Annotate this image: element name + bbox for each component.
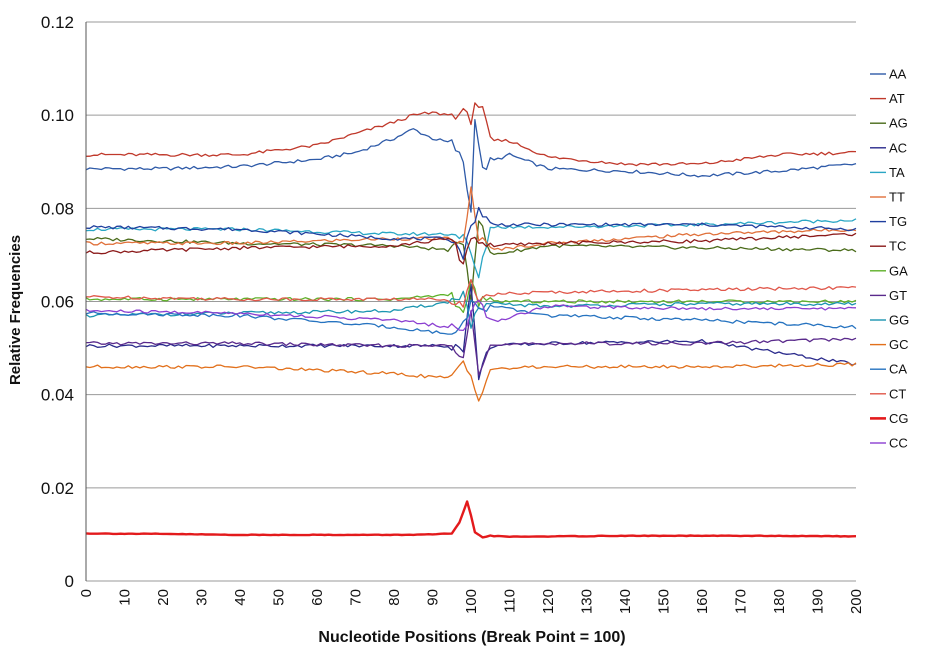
x-tick-label: 80 [386, 589, 403, 606]
legend-label-gt: GT [889, 288, 907, 303]
x-tick-label: 140 [617, 589, 634, 614]
series-line-tc [85, 232, 857, 265]
series-line-ct [85, 278, 857, 308]
series-line-cg [85, 500, 857, 539]
legend-label-ag: AG [889, 116, 908, 131]
y-tick-label: 0.04 [41, 386, 74, 405]
y-tick-label: 0.12 [41, 13, 74, 32]
x-tick-label: 180 [771, 589, 788, 614]
x-axis-title: Nucleotide Positions (Break Point = 100) [318, 629, 625, 646]
legend-label-ct: CT [889, 386, 906, 401]
x-tick-label: 70 [348, 589, 365, 606]
y-tick-label: 0 [65, 572, 74, 591]
x-tick-label: 170 [733, 589, 750, 614]
legend-label-ca: CA [889, 362, 907, 377]
legend-label-tt: TT [889, 190, 905, 205]
legend-label-gc: GC [889, 337, 909, 352]
x-tick-label: 30 [194, 589, 211, 606]
legend-label-ac: AC [889, 140, 907, 155]
x-tick-label: 20 [155, 589, 172, 606]
x-tick-label: 50 [271, 589, 288, 606]
x-tick-label: 120 [540, 589, 557, 614]
x-tick-label: 160 [694, 589, 711, 614]
series-line-gc [85, 360, 857, 402]
legend-label-ga: GA [889, 263, 908, 278]
legend-label-gg: GG [889, 313, 909, 328]
series-line-at [85, 102, 857, 167]
legend-label-tc: TC [889, 239, 906, 254]
series-line-ca [85, 299, 857, 335]
legend-label-at: AT [889, 91, 905, 106]
x-tick-label: 60 [309, 589, 326, 606]
series-line-cc [85, 299, 857, 332]
y-axis-title: Relative Frequencies [7, 235, 24, 385]
series-line-tt [85, 186, 857, 251]
series-line-tg [85, 206, 857, 260]
x-tick-label: 130 [579, 589, 596, 614]
legend-label-ta: TA [889, 165, 905, 180]
series-line-gt [85, 310, 857, 376]
legend-label-tg: TG [889, 214, 907, 229]
x-tick-label: 150 [656, 589, 673, 614]
x-tick-label: 40 [232, 589, 249, 606]
x-tick-label: 100 [463, 589, 480, 614]
y-tick-label: 0.02 [41, 479, 74, 498]
series-line-ac [85, 283, 857, 381]
y-axis-ticks: 0 0.02 0.04 0.06 0.08 0.10 0.12 [41, 13, 74, 591]
x-tick-label: 10 [117, 589, 134, 606]
y-tick-label: 0.08 [41, 199, 74, 218]
legend: AA AT AG AC TA TT TG TC GA GT GG GC CA CT CG CC [870, 67, 909, 451]
x-axis-ticks: 0 10 20 30 40 50 60 70 80 90 100 110 120 130 140 150 160… [78, 589, 865, 614]
y-tick-label: 0.10 [41, 106, 74, 125]
x-tick-label: 90 [425, 589, 442, 606]
x-tick-label: 200 [848, 589, 865, 614]
series-lines [85, 102, 857, 539]
legend-label-cg: CG [889, 411, 909, 426]
x-tick-label: 190 [810, 589, 827, 614]
x-tick-label: 0 [78, 589, 95, 597]
x-tick-label: 110 [502, 589, 519, 613]
legend-label-cc: CC [889, 436, 908, 451]
legend-label-aa: AA [889, 67, 907, 82]
y-tick-label: 0.06 [41, 293, 74, 312]
series-line-aa [85, 119, 857, 213]
